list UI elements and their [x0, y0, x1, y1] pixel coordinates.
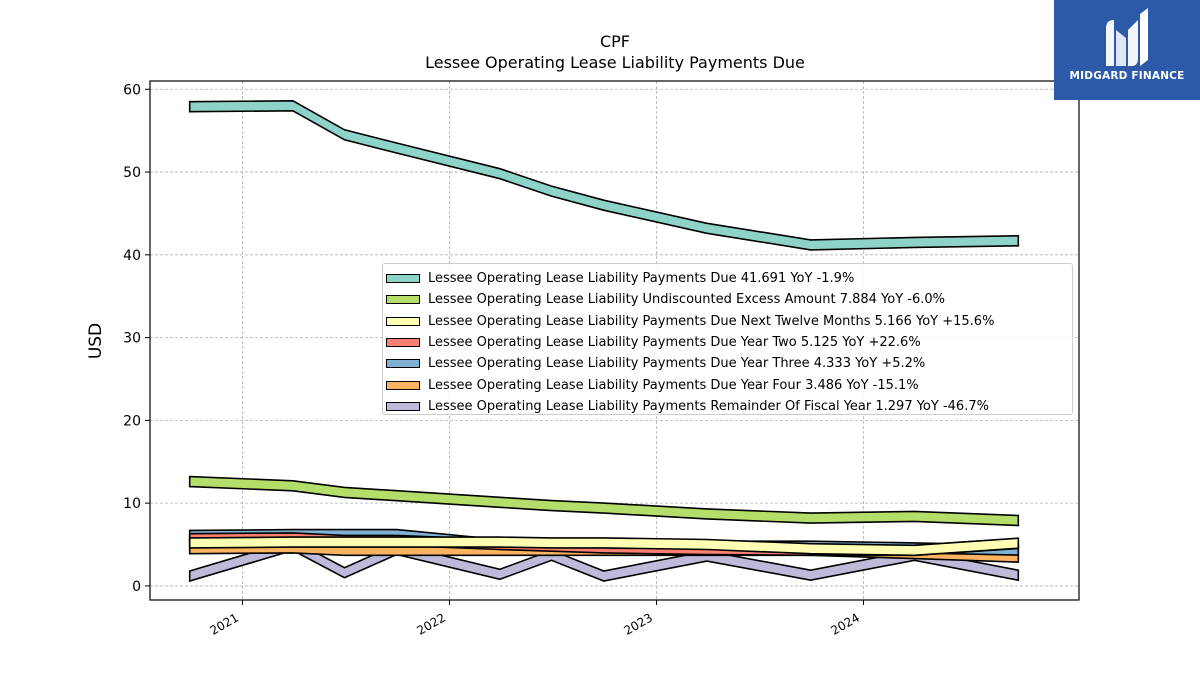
x-tick-label: 2024 — [829, 610, 862, 637]
legend-item: Lessee Operating Lease Liability Undisco… — [386, 289, 1072, 310]
logo-text: MIDGARD FINANCE — [1069, 70, 1185, 82]
chart-subtitle: Lessee Operating Lease Liability Payment… — [425, 53, 805, 72]
legend-label: Lessee Operating Lease Liability Payment… — [428, 377, 919, 393]
legend-swatch — [386, 295, 420, 305]
y-tick-label: 60 — [123, 82, 141, 98]
legend-swatch — [386, 380, 420, 390]
legend-item: Lessee Operating Lease Liability Payment… — [386, 268, 1072, 289]
legend-label: Lessee Operating Lease Liability Payment… — [428, 335, 921, 351]
y-tick-label: 40 — [123, 248, 141, 264]
x-tick-label: 2023 — [622, 610, 655, 637]
legend-swatch — [386, 401, 420, 411]
legend-swatch — [386, 338, 420, 348]
legend-item: Lessee Operating Lease Liability Payment… — [386, 311, 1072, 332]
y-axis-label: USD — [86, 323, 106, 359]
legend-label: Lessee Operating Lease Liability Undisco… — [428, 292, 946, 308]
x-tick-label: 2021 — [207, 610, 240, 637]
chart-title: CPF — [600, 32, 630, 51]
legend-item: Lessee Operating Lease Liability Payment… — [386, 396, 1072, 417]
legend-label: Lessee Operating Lease Liability Payment… — [428, 313, 995, 329]
legend-swatch — [386, 359, 420, 369]
plot-frame — [149, 80, 1080, 601]
legend-label: Lessee Operating Lease Liability Payment… — [428, 356, 926, 372]
series-line — [188, 536, 1020, 557]
y-tick-label: 30 — [123, 331, 141, 347]
y-tick-label: 20 — [123, 413, 141, 429]
x-tick-label: 2022 — [415, 610, 448, 637]
y-tick-label: 0 — [132, 579, 141, 595]
logo-icon — [1106, 8, 1148, 66]
brand-logo: MIDGARD FINANCE — [1054, 0, 1200, 100]
legend-swatch — [386, 316, 420, 326]
series-lines — [188, 99, 1020, 583]
axis-ticks: 0 10 20 30 40 50 60 2021 2022 2023 2024 — [123, 82, 864, 638]
series-line — [188, 475, 1020, 527]
legend-label: Lessee Operating Lease Liability Payment… — [428, 271, 855, 287]
legend-label: Lessee Operating Lease Liability Payment… — [428, 398, 989, 414]
chart-legend: Lessee Operating Lease Liability Payment… — [382, 263, 1073, 415]
series-line — [188, 99, 1020, 251]
y-tick-label: 10 — [123, 496, 141, 512]
y-tick-label: 50 — [123, 165, 141, 181]
legend-item: Lessee Operating Lease Liability Payment… — [386, 353, 1072, 374]
legend-item: Lessee Operating Lease Liability Payment… — [386, 332, 1072, 353]
legend-item: Lessee Operating Lease Liability Payment… — [386, 374, 1072, 395]
legend-swatch — [386, 274, 420, 284]
